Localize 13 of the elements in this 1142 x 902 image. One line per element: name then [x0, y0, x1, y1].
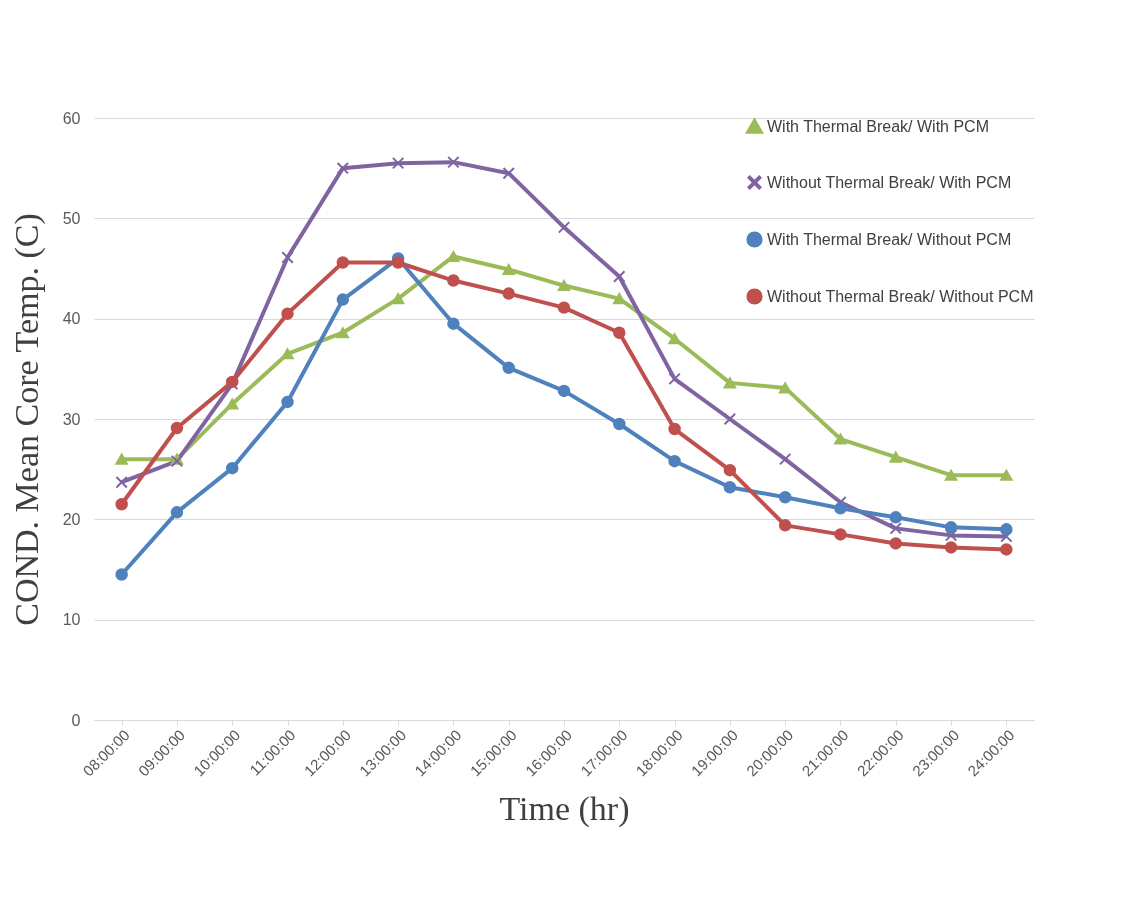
legend-label: Without Thermal Break/ Without PCM	[767, 287, 1034, 305]
y-axis-title: COND. Mean Core Temp. (C)	[7, 213, 46, 626]
legend-label: With Thermal Break/ With PCM	[767, 117, 989, 135]
y-tick-label: 20	[62, 510, 81, 528]
y-tick-label: 30	[62, 410, 81, 428]
y-tick-label: 10	[62, 611, 81, 629]
legend-label: Without Thermal Break/ With PCM	[767, 173, 1012, 191]
y-tick-label: 60	[62, 109, 81, 127]
y-tick-label: 50	[62, 209, 81, 227]
y-tick-label: 40	[62, 310, 81, 328]
x-axis-title: Time (hr)	[499, 790, 630, 829]
y-tick-label: 0	[71, 711, 81, 729]
legend-label: With Thermal Break/ Without PCM	[767, 230, 1012, 248]
